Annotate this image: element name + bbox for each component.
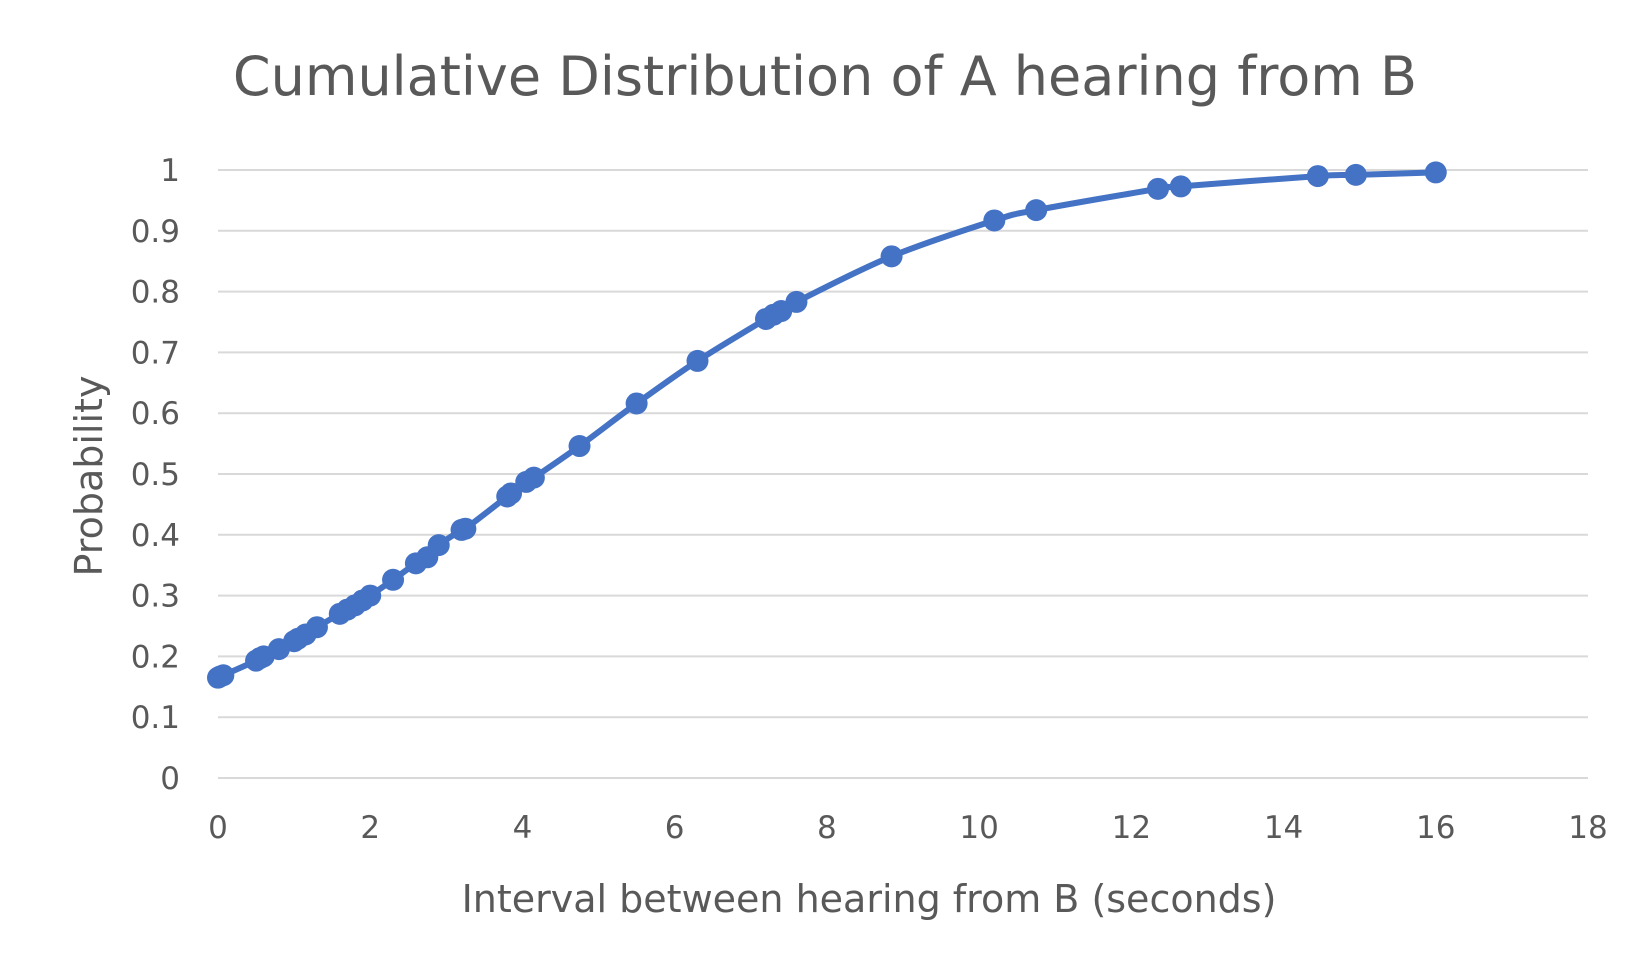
x-tick-label: 12 (1112, 810, 1151, 846)
data-point (1424, 161, 1447, 184)
data-point (305, 616, 328, 639)
y-tick-label: 0.5 (131, 457, 180, 493)
x-tick-label: 8 (817, 810, 837, 846)
data-markers (207, 161, 1447, 689)
data-point (500, 482, 523, 505)
series-line (215, 169, 1439, 681)
y-tick-label: 0.4 (131, 518, 180, 554)
data-point (1306, 165, 1329, 188)
x-tick-label: 18 (1568, 810, 1607, 846)
y-axis-title: Probability (67, 376, 111, 577)
data-point (1344, 163, 1367, 186)
data-point (382, 568, 405, 591)
x-tick-label: 0 (208, 810, 228, 846)
data-point (983, 209, 1006, 232)
y-tick-label: 0.1 (131, 700, 180, 736)
y-tick-label: 0.3 (131, 579, 180, 615)
data-point (522, 466, 545, 489)
x-tick-label: 16 (1416, 810, 1455, 846)
chart-title: Cumulative Distribution of A hearing fro… (233, 45, 1417, 108)
data-point (568, 435, 591, 458)
x-axis-title: Interval between hearing from B (seconds… (462, 877, 1277, 921)
y-tick-labels: 0 0.1 0.2 0.3 0.4 0.5 0.6 0.7 0.8 0.9 1 (131, 153, 180, 797)
data-point (454, 517, 477, 540)
x-tick-label: 2 (360, 810, 380, 846)
data-point (686, 349, 709, 372)
y-tick-label: 0.9 (131, 214, 180, 250)
data-point (880, 245, 903, 268)
data-point (785, 290, 808, 313)
y-tick-label: 0.6 (131, 396, 180, 432)
data-point (212, 664, 235, 687)
data-point (427, 534, 450, 557)
gridlines (218, 169, 1588, 779)
y-tick-label: 0.2 (131, 639, 180, 675)
y-tick-label: 0.8 (131, 275, 180, 311)
x-tick-label: 4 (513, 810, 533, 846)
y-tick-label: 0.7 (131, 335, 180, 371)
data-point (359, 584, 382, 607)
y-tick-label: 1 (160, 153, 180, 189)
data-point (1025, 199, 1048, 222)
data-point (1169, 175, 1192, 198)
x-tick-label: 10 (959, 810, 998, 846)
data-point (1146, 177, 1169, 200)
x-tick-labels: 0 2 4 6 8 10 12 14 16 18 (208, 810, 1608, 846)
data-point (625, 392, 648, 415)
y-tick-label: 0 (160, 761, 180, 797)
x-tick-label: 6 (665, 810, 685, 846)
x-tick-label: 14 (1264, 810, 1303, 846)
